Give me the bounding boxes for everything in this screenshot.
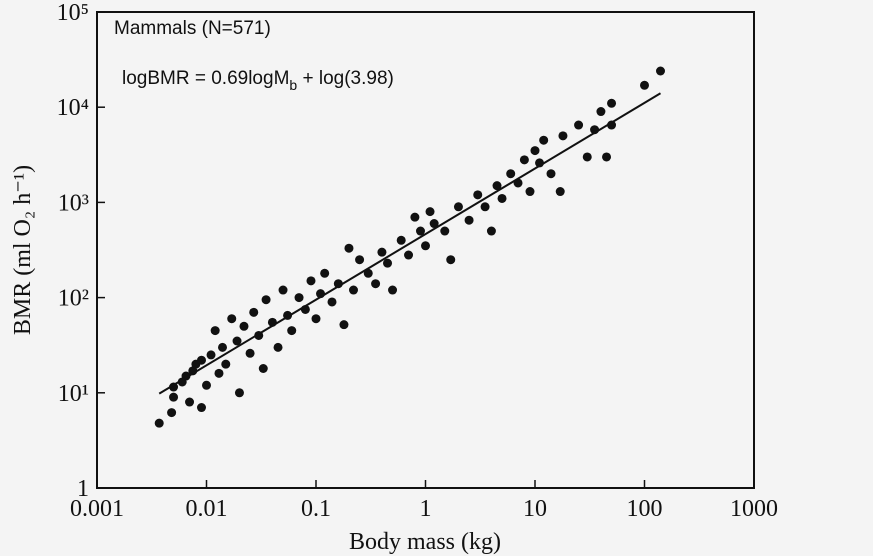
chart-title: Mammals (N=571): [114, 18, 271, 39]
data-point: [218, 342, 228, 352]
y-tick-label: 10¹: [58, 381, 89, 407]
y-tick-label: 1: [77, 476, 89, 502]
y-tick-label: 10⁴: [57, 95, 89, 121]
data-point: [258, 363, 268, 373]
data-point: [410, 212, 420, 222]
data-point: [185, 397, 195, 407]
equation-part: + log(3.98): [297, 68, 394, 89]
x-tick-label: 100: [627, 496, 663, 522]
data-point: [453, 202, 463, 212]
data-point: [377, 247, 387, 257]
equation-part: logBMR = 0.69logM: [122, 68, 289, 89]
data-point: [464, 215, 474, 225]
data-point: [602, 152, 612, 162]
data-point: [311, 314, 321, 324]
data-point: [234, 388, 244, 398]
data-point: [239, 321, 249, 331]
data-point: [278, 285, 288, 295]
data-point: [169, 392, 179, 402]
x-tick-label: 10: [523, 496, 547, 522]
equation-subscript: b: [289, 77, 297, 93]
data-point: [440, 226, 450, 236]
data-point: [348, 285, 358, 295]
x-axis-label: Body mass (kg): [349, 529, 501, 555]
data-point: [363, 268, 373, 278]
data-point: [506, 169, 516, 179]
data-point: [539, 135, 549, 145]
data-point: [525, 187, 535, 197]
y-tick-label: 10³: [58, 190, 89, 216]
data-point: [446, 255, 456, 265]
data-point: [383, 258, 393, 268]
data-point: [196, 355, 206, 365]
x-tick-label: 0.1: [301, 496, 331, 522]
data-point: [273, 342, 283, 352]
data-point: [396, 235, 406, 245]
data-point: [492, 181, 502, 191]
data-point: [404, 250, 414, 260]
data-point: [596, 107, 606, 117]
data-point: [519, 155, 529, 165]
data-point: [555, 187, 565, 197]
y-tick-label: 10²: [58, 286, 89, 312]
y-tick-label: 10⁵: [57, 0, 89, 26]
data-point: [558, 131, 568, 141]
data-point: [167, 408, 177, 418]
data-point: [530, 146, 540, 156]
data-point: [227, 314, 237, 324]
data-point: [196, 403, 206, 413]
data-point: [261, 295, 271, 305]
data-point: [214, 368, 224, 378]
data-point: [607, 98, 617, 108]
data-point: [480, 202, 490, 212]
fit-line: [158, 92, 662, 395]
data-point: [339, 320, 349, 330]
y-axis-label: BMR (ml O₂ h⁻¹): [10, 165, 36, 335]
data-point: [388, 285, 398, 295]
x-tick-label: 1000: [730, 496, 778, 522]
data-point: [421, 241, 430, 251]
data-point: [344, 243, 354, 253]
data-point: [221, 359, 231, 369]
data-point: [640, 80, 649, 90]
data-point: [232, 336, 242, 346]
data-point: [429, 219, 439, 229]
x-tick-label: 0.01: [186, 496, 228, 522]
data-point: [425, 207, 435, 217]
data-point: [327, 297, 337, 307]
data-point: [546, 169, 556, 179]
data-point: [287, 326, 297, 336]
data-point: [415, 226, 425, 236]
data-point: [607, 120, 617, 130]
data-point: [245, 348, 255, 358]
data-point: [210, 326, 220, 336]
x-tick-label: 1: [420, 496, 432, 522]
data-point: [486, 226, 496, 236]
data-point: [355, 255, 365, 265]
data-point: [249, 307, 259, 317]
data-point: [656, 66, 666, 76]
x-tick-label: 0.001: [70, 496, 124, 522]
data-point: [497, 193, 507, 203]
data-point: [294, 293, 304, 303]
data-point: [320, 268, 330, 278]
equation: logBMR = 0.69logMb + log(3.98): [122, 68, 394, 93]
data-point: [473, 190, 483, 200]
data-point: [574, 120, 584, 130]
data-point: [202, 380, 211, 390]
data-point: [154, 418, 164, 428]
data-point: [206, 350, 216, 360]
data-point: [582, 152, 592, 162]
data-point: [306, 276, 316, 286]
data-point: [371, 279, 381, 289]
